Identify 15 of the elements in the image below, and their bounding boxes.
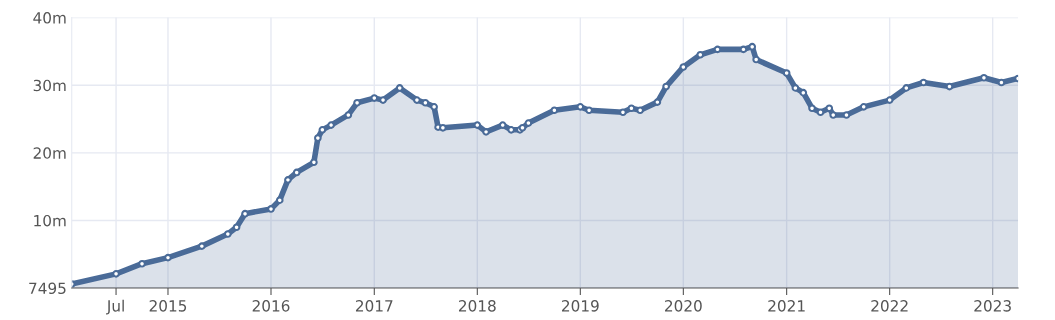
x-tick-label: 2020: [665, 300, 702, 312]
y-tick-label: 20m: [33, 147, 66, 159]
y-tick-label: 7495: [29, 282, 66, 295]
x-tick-label: 2019: [562, 300, 599, 312]
x-tick-label: 2023: [974, 300, 1011, 312]
x-tick-label: Jul: [106, 299, 124, 315]
x-tick-label: 2016: [252, 300, 290, 312]
x-tick-label: 2022: [871, 300, 908, 312]
y-tick-label: 10m: [34, 214, 66, 227]
y-tick-label: 40m: [33, 12, 66, 24]
y-tick-label: 30m: [33, 79, 66, 92]
x-tick-label: 2015: [149, 300, 187, 312]
x-tick-label: 2018: [458, 300, 496, 312]
x-tick-label: 2021: [768, 300, 805, 312]
x-tick-label: 2017: [355, 300, 393, 312]
